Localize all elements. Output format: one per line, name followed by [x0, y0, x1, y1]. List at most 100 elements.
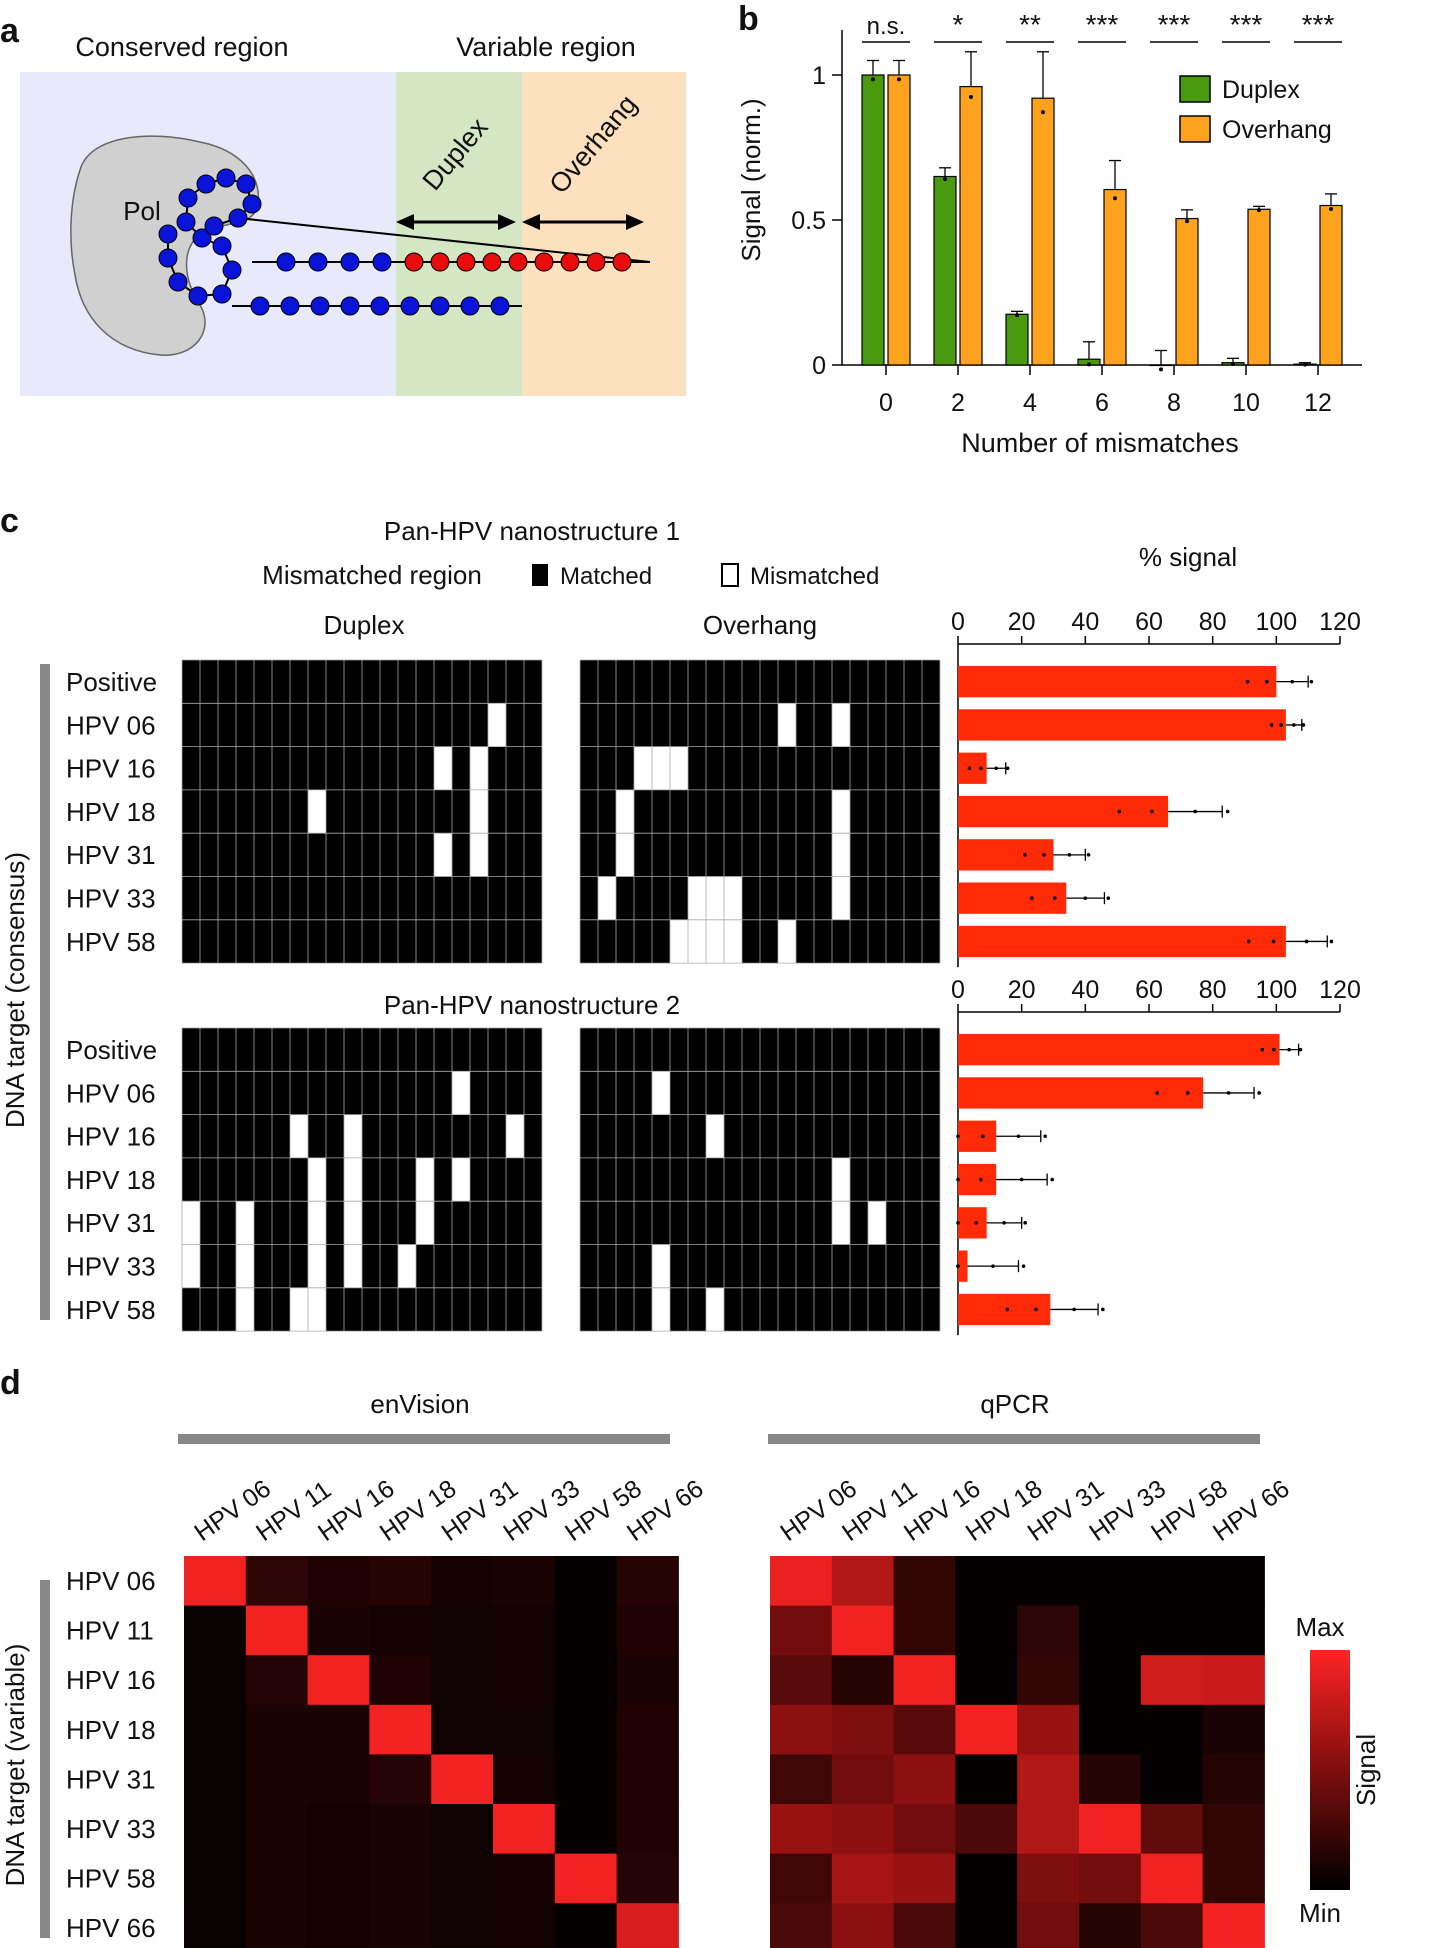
heatmap-cell — [554, 1754, 618, 1805]
dna-node-blue — [212, 236, 232, 256]
heatmap-cell — [245, 1556, 309, 1607]
heatmap-cell — [770, 1704, 833, 1755]
c1-bars: 0 20 40 60 80 100 120 — [951, 608, 1361, 968]
dna-node-blue — [340, 252, 360, 272]
b-sig-label: n.s. — [867, 13, 906, 40]
heatmap-cell — [245, 1754, 309, 1805]
c-data-point — [1023, 1221, 1027, 1225]
mismatch-cell — [670, 746, 688, 790]
heatmap-cell — [554, 1903, 618, 1948]
b-x-tick-label: 0 — [879, 389, 893, 417]
c-title-1: Pan-HPV nanostructure 1 — [384, 516, 680, 546]
c-data-point — [1002, 1221, 1006, 1225]
mismatch-cell — [706, 876, 724, 920]
c-signal-bar — [958, 1163, 997, 1196]
c-overhang-label: Overhang — [703, 610, 817, 640]
b-sig-label: * — [953, 9, 964, 40]
heatmap-cell — [431, 1853, 494, 1904]
heatmap-cell — [770, 1556, 833, 1607]
heatmap-row-label: HPV 66 — [66, 1913, 156, 1943]
mismatched-label: Mismatched — [750, 563, 879, 590]
heatmap-cell — [893, 1704, 956, 1755]
heatmap-cell — [184, 1853, 247, 1904]
heatmap-cell — [431, 1804, 494, 1855]
mismatch-cell — [506, 1114, 524, 1158]
mismatch-cell — [488, 703, 506, 747]
c-data-point — [1186, 1091, 1190, 1095]
mismatch-cell — [182, 1201, 200, 1245]
c-mismatch-grids — [181, 659, 941, 1332]
mismatch-cell — [706, 1287, 724, 1332]
dna-nanostructure — [158, 168, 651, 316]
heatmap-cell — [245, 1804, 309, 1855]
b-x-axis-label: Number of mismatches — [961, 428, 1239, 458]
heatmap-cell — [184, 1704, 247, 1755]
heatmap-cell — [770, 1754, 833, 1805]
heatmap-cell — [955, 1903, 1018, 1948]
dna-backbone-loop — [167, 176, 254, 298]
heatmap-cell — [893, 1556, 956, 1607]
matched-swatch — [532, 564, 548, 586]
heatmap-cell — [955, 1605, 1018, 1656]
c-data-point — [1287, 1047, 1291, 1052]
b-bar-overhang — [1175, 217, 1199, 366]
b-data-point — [1041, 110, 1045, 115]
heatmap-cell — [493, 1754, 556, 1805]
c-data-point — [994, 766, 998, 771]
mismatch-cell — [832, 703, 850, 747]
dna-backbone-top — [237, 217, 651, 263]
legend-label-overhang: Overhang — [1222, 116, 1332, 144]
variable-region-label: Variable region — [456, 32, 636, 62]
heatmap-cell — [184, 1605, 247, 1656]
c-row-labels-1: Positive HPV 06 HPV 16 HPV 18 HPV 31 HPV 33 HP… — [66, 667, 157, 957]
heatmap-cell — [955, 1556, 1018, 1607]
b-bar-overhang — [1319, 204, 1343, 366]
heatmap-row-label: HPV 33 — [66, 1814, 156, 1844]
dna-node-red — [508, 252, 528, 272]
heatmap-cell — [369, 1704, 432, 1755]
heatmap-cell — [1079, 1704, 1142, 1755]
b-data-point — [1257, 208, 1261, 213]
c-data-point — [956, 1177, 960, 1182]
heatmap-cell — [369, 1804, 432, 1855]
heatmap-cell — [431, 1605, 494, 1656]
b-bar-overhang — [1031, 97, 1055, 366]
c-row-label: HPV 58 — [66, 927, 156, 957]
b-legend: Duplex Overhang — [1179, 75, 1332, 144]
c-row-label: Positive — [66, 1035, 157, 1065]
matched-label: Matched — [560, 563, 652, 590]
heatmap-cell — [831, 1853, 895, 1904]
c-data-point — [991, 1264, 995, 1268]
d-y-axis-label: DNA target (variable) — [0, 1644, 30, 1887]
panel-b-letter: b — [738, 0, 759, 38]
mismatch-cell — [308, 1201, 326, 1245]
mismatch-cell — [652, 1244, 670, 1288]
heatmap-cell — [1202, 1804, 1265, 1855]
c-data-point — [956, 1134, 960, 1139]
dna-node-blue — [176, 212, 196, 232]
b-data-point — [943, 177, 947, 182]
b-bar-overhang — [887, 74, 911, 366]
c-data-point — [1271, 939, 1276, 944]
heatmap-cell — [1079, 1853, 1142, 1904]
b-y-tick-label: 0 — [812, 352, 826, 380]
heatmap-cell — [307, 1605, 370, 1656]
duplex-region-background — [396, 72, 522, 396]
c-y-axis-bracket — [40, 664, 50, 1320]
dna-node-red — [586, 252, 606, 272]
s2-duplex-grid — [181, 1027, 543, 1332]
heatmap-cell — [1017, 1605, 1080, 1656]
b-x-ticks: 0 2 4 6 8 10 12 — [879, 365, 1332, 417]
heatmap-cell — [554, 1704, 618, 1755]
heatmap-cell — [184, 1903, 247, 1948]
c-signal-bar — [958, 1250, 968, 1282]
b-data-point — [1015, 313, 1019, 318]
heatmap-cell — [1079, 1804, 1142, 1855]
c-data-point — [1019, 1177, 1024, 1182]
heatmap-cell — [1202, 1853, 1265, 1904]
heatmap-cell — [831, 1605, 895, 1656]
mismatch-cell — [236, 1201, 254, 1245]
c-data-point — [1269, 723, 1274, 727]
c-x-tick-label: 100 — [1255, 608, 1297, 636]
c-title-2: Pan-HPV nanostructure 2 — [384, 990, 680, 1020]
